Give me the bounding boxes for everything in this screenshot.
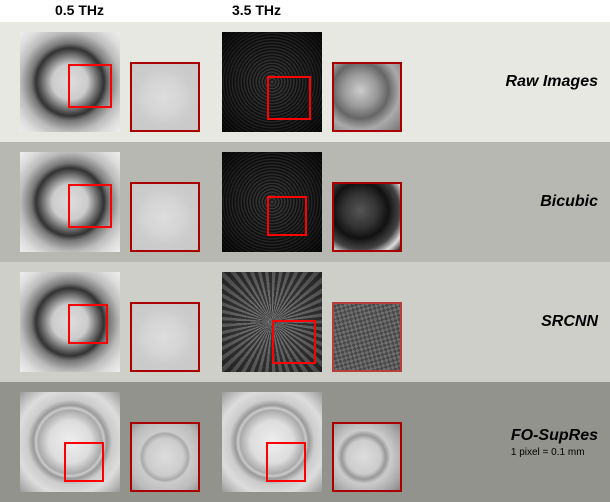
col2-image [222,32,322,132]
col2-zoom [332,422,402,492]
row-label-main: Raw Images [506,73,598,91]
col1-zoom [130,62,200,132]
row-bicubic: Bicubic [0,142,610,262]
col2-zoom [332,302,402,372]
col1-zoom [130,422,200,492]
col1-image [20,392,120,492]
col1-zoom [130,302,200,372]
roi-box [64,442,104,482]
figure-container: 0.5 THz 3.5 THz Raw Images Bicubic SRCNN FO… [0,0,610,502]
row-label: FO-SupRes 1 pixel = 0.1 mm [511,427,598,458]
col2-image [222,392,322,492]
row-label-main: SRCNN [541,313,598,331]
row-fo-supres: FO-SupRes 1 pixel = 0.1 mm [0,382,610,502]
roi-box [267,76,311,120]
row-label: SRCNN [541,313,598,331]
col-header-2: 3.5 THz [232,2,281,18]
col1-zoom [130,182,200,252]
row-srcnn: SRCNN [0,262,610,382]
row-label: Raw Images [506,73,598,91]
col1-image [20,272,120,372]
roi-box [68,64,112,108]
column-headers: 0.5 THz 3.5 THz [0,0,610,22]
row-label-sub: 1 pixel = 0.1 mm [511,447,598,458]
col2-image [222,272,322,372]
roi-box [266,442,306,482]
roi-box [68,304,108,344]
col1-image [20,32,120,132]
col2-zoom [332,62,402,132]
rows-container: Raw Images Bicubic SRCNN FO-SupRes 1 pixel =… [0,22,610,502]
roi-box [272,320,316,364]
col-header-1: 0.5 THz [55,2,104,18]
row-raw-images: Raw Images [0,22,610,142]
col2-image [222,152,322,252]
row-label: Bicubic [540,193,598,211]
row-label-main: Bicubic [540,193,598,211]
roi-box [68,184,112,228]
roi-box [267,196,307,236]
col2-zoom [332,182,402,252]
row-label-main: FO-SupRes [511,427,598,445]
col1-image [20,152,120,252]
